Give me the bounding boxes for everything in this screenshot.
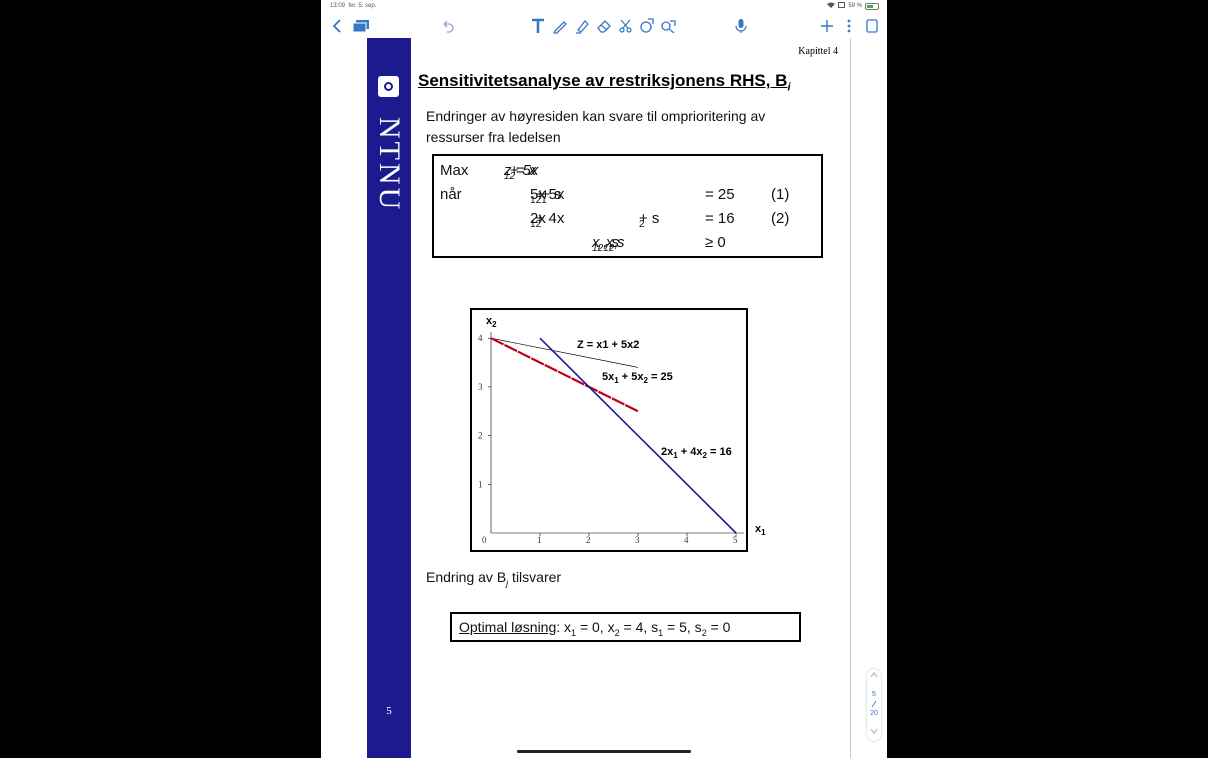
more-icon[interactable] bbox=[841, 16, 857, 36]
shapes-icon[interactable] bbox=[637, 16, 657, 36]
lasso-scissors-icon[interactable] bbox=[616, 16, 636, 36]
undo-icon[interactable] bbox=[439, 16, 459, 36]
wifi-icon bbox=[827, 2, 836, 10]
y-axis-label: x2 bbox=[486, 315, 497, 329]
optimal-label: Optimal løsning bbox=[459, 619, 557, 635]
x-tick-label: 2 bbox=[586, 535, 591, 545]
x-tick-label: 3 bbox=[635, 535, 640, 545]
status-time: 13:09 bbox=[330, 3, 346, 9]
pages-thumbnail-icon[interactable] bbox=[351, 16, 371, 36]
x-tick-label: 5 bbox=[733, 535, 738, 545]
ntnu-side-band bbox=[367, 38, 411, 758]
chapter-label: Kapittel 4 bbox=[798, 46, 838, 57]
page-border bbox=[367, 38, 851, 758]
page-scroller[interactable]: 5 20 bbox=[867, 669, 881, 741]
y-tick-label: 2 bbox=[478, 431, 483, 441]
pen-icon[interactable] bbox=[550, 16, 570, 36]
constraint-2-tag: (2) bbox=[771, 210, 790, 227]
page-number: 5 bbox=[386, 705, 392, 717]
series-line-3 bbox=[539, 337, 737, 534]
optimal-solution-box: Optimal løsning: x1 = 0, x2 = 4, s1 = 5,… bbox=[450, 612, 801, 642]
chevron-up-icon[interactable] bbox=[867, 671, 881, 681]
label-constraint-2: 2x1 + 4x2 = 16 bbox=[661, 446, 732, 460]
x-axis-label: x1 bbox=[755, 523, 766, 538]
total-pages: 20 bbox=[870, 710, 878, 717]
y-tick-label: 3 bbox=[478, 382, 483, 392]
page-divider-slash bbox=[867, 700, 881, 710]
home-indicator[interactable] bbox=[517, 750, 691, 753]
intro-text: Endringer av høyresiden kan svare til om… bbox=[426, 108, 766, 145]
series-line-1 bbox=[490, 337, 639, 368]
x-tick-label: 1 bbox=[537, 535, 542, 545]
when-label: når bbox=[440, 186, 462, 203]
label-objective: Z = x1 + 5x2 bbox=[577, 339, 639, 351]
y-tick-label: 1 bbox=[478, 479, 483, 489]
max-label: Max bbox=[440, 162, 469, 179]
lp-graph: 0 1 2 3 4 5 1 2 3 4 Z = x1 + 5x2 5x1 + 5x2 = 25 2x1 … bbox=[470, 308, 748, 552]
highlighter-icon[interactable] bbox=[572, 16, 592, 36]
orientation-lock-icon bbox=[838, 2, 846, 10]
eraser-icon[interactable] bbox=[594, 16, 614, 36]
x-tick-label: 4 bbox=[684, 535, 689, 545]
ipad-screen: 13:09 fer. 5. sep. 59 % bbox=[321, 0, 887, 758]
constraint-2: 2x 1 + 4x 2 bbox=[530, 210, 565, 230]
page-layout-icon[interactable] bbox=[864, 16, 880, 36]
constraint-1-rhs: = 25 bbox=[705, 186, 735, 203]
plus-icon[interactable] bbox=[819, 16, 835, 36]
endring-text: Endring av Bj tilsvarer bbox=[426, 569, 562, 588]
text-tool-icon[interactable] bbox=[529, 16, 547, 36]
microphone-icon[interactable] bbox=[731, 16, 751, 36]
label-constraint-1: 5x1 + 5x2 = 25 bbox=[602, 371, 673, 385]
series-line-2 bbox=[490, 337, 639, 413]
ntnu-logo-mark bbox=[378, 76, 399, 97]
status-date: fer. 5. sep. bbox=[348, 3, 377, 9]
nonnegativity-rhs: ≥ 0 bbox=[705, 234, 726, 251]
chevron-left-icon[interactable] bbox=[329, 16, 345, 36]
slide-title: Sensitivitetsanalyse av restriksjonens R… bbox=[418, 71, 791, 94]
chart-svg: 0 1 2 3 4 5 1 2 3 4 Z = x1 + 5x2 5x1 + 5x2 = 25 2x1 … bbox=[478, 315, 744, 545]
image-icon[interactable] bbox=[658, 16, 678, 36]
battery-icon bbox=[865, 2, 879, 10]
document-page[interactable]: NTNU 5 Kapittel 4 Sensitivitetsanalyse a… bbox=[332, 38, 852, 758]
status-bar: 13:09 fer. 5. sep. 59 % bbox=[321, 0, 887, 14]
optimal-values: : x1 = 0, x2 = 4, s1 = 5, s2 = 0 bbox=[556, 619, 731, 638]
battery-percent: 59 % bbox=[848, 3, 862, 9]
current-page-indicator: 5 bbox=[872, 691, 876, 698]
x-tick-label: 0 bbox=[482, 535, 487, 545]
constraint-2-rhs: = 16 bbox=[705, 210, 735, 227]
y-tick-label: 4 bbox=[478, 333, 483, 343]
toolbar bbox=[321, 14, 887, 38]
constraint-1-tag: (1) bbox=[771, 186, 790, 203]
ntnu-logo-text: NTNU bbox=[373, 117, 406, 213]
chevron-down-icon[interactable] bbox=[867, 727, 881, 737]
